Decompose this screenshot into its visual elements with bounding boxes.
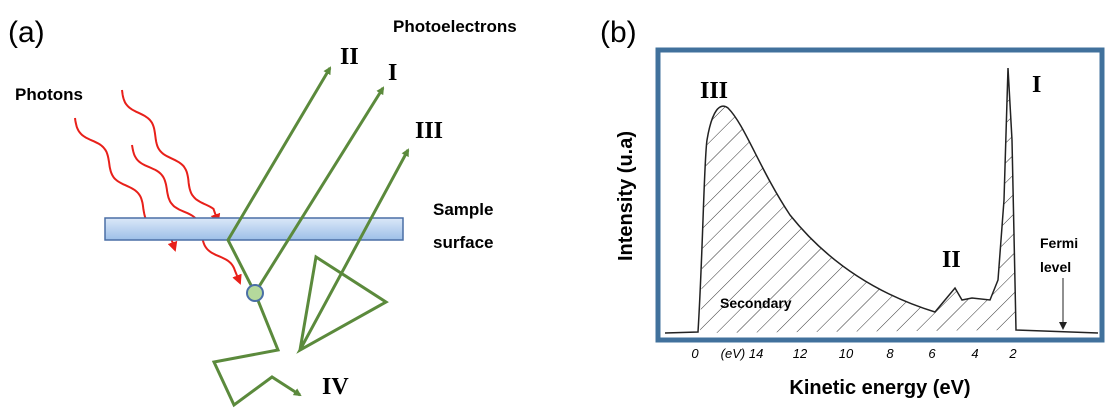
x-tick-label: (eV) 14 <box>721 346 764 361</box>
region-label: Secondary <box>720 295 792 311</box>
x-tick-label: 8 <box>886 346 894 361</box>
electron-label: I <box>388 60 397 86</box>
photon-arrow <box>131 144 242 285</box>
peak-label: III <box>700 78 728 104</box>
x-tick-labels: 0 (eV) 14 12 10 8 6 4 2 <box>691 346 1017 361</box>
fermi-label: level <box>1040 259 1071 275</box>
electron-label: II <box>340 44 359 70</box>
photon-arrow <box>121 89 221 224</box>
x-tick-label: 12 <box>793 346 808 361</box>
electron-path-iv <box>211 292 302 408</box>
electron-path-i <box>253 86 385 294</box>
photons-label: Photons <box>15 85 83 104</box>
peak-label: II <box>942 247 961 273</box>
fermi-label: Fermi <box>1040 235 1078 251</box>
peak-label: I <box>1032 72 1041 98</box>
electron-path-iii <box>296 148 410 354</box>
panel-label: (a) <box>8 16 45 49</box>
electron-path-ii <box>226 66 332 294</box>
surface-label: Sample <box>433 200 493 219</box>
x-tick-label: 0 <box>691 346 699 361</box>
photon-arrows <box>74 89 242 285</box>
photoelectrons-label: Photoelectrons <box>393 17 517 36</box>
surface-label: surface <box>433 233 493 252</box>
spectrum-curve <box>664 67 1099 334</box>
spectrum-hatch <box>700 68 1016 333</box>
electron-label: IV <box>322 374 349 400</box>
y-axis-title: Intensity (u.a) <box>615 131 637 261</box>
x-tick-label: 2 <box>1008 346 1017 361</box>
atom <box>246 284 264 302</box>
x-tick-label: 10 <box>839 346 854 361</box>
electron-label: III <box>415 118 443 144</box>
x-tick-label: 4 <box>971 346 978 361</box>
x-axis-title: Kinetic energy (eV) <box>789 377 970 399</box>
panel-label: (b) <box>600 16 637 49</box>
x-tick-label: 6 <box>928 346 936 361</box>
sample-surface <box>104 217 404 241</box>
